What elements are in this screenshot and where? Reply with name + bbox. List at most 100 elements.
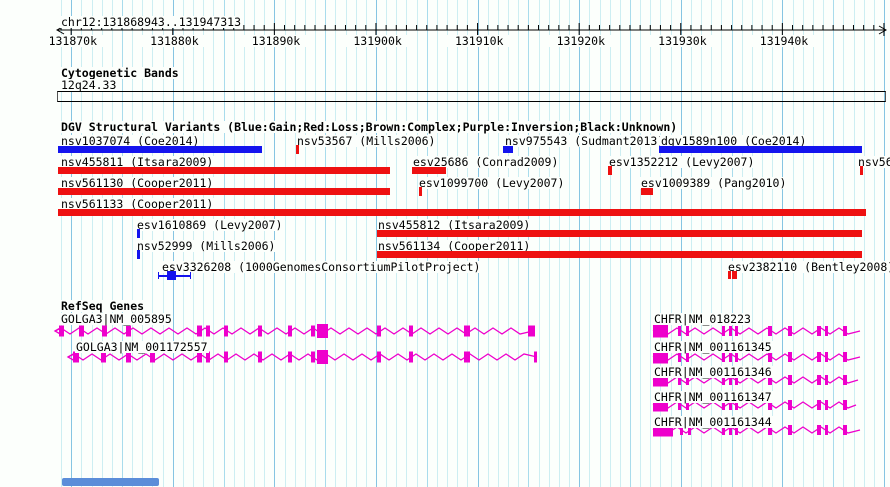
exon-box: [224, 325, 228, 337]
grid-line: [741, 0, 743, 487]
exon-box: [528, 325, 535, 337]
grid-line: [558, 0, 560, 487]
variant-feature[interactable]: [412, 167, 446, 174]
exon-box: [768, 326, 772, 336]
grid-line: [365, 0, 367, 487]
variant-label: nsv455811 (Itsara2009): [60, 155, 215, 169]
exon-box: [224, 351, 228, 363]
variant-feature[interactable]: [641, 188, 653, 195]
grid-line: [640, 0, 642, 487]
exon-box: [686, 326, 689, 336]
ruler-tick-label: 131880k: [138, 35, 211, 47]
exon-box: [464, 325, 470, 337]
grid-line: [884, 0, 885, 487]
variant-feature[interactable]: [58, 188, 390, 195]
grid-line: [863, 0, 865, 487]
exon-box: [817, 425, 821, 435]
variant-label: nsv975543 (Sudmant2013): [504, 134, 666, 148]
variant-feature[interactable]: [608, 166, 612, 175]
exon-box: [768, 400, 772, 410]
variant-feature[interactable]: [137, 229, 140, 238]
exon-box: [788, 425, 792, 435]
gene-structure[interactable]: [652, 373, 859, 387]
gene-structure[interactable]: [652, 350, 861, 364]
grid-line: [61, 0, 62, 487]
exon-box: [288, 351, 292, 363]
grid-line: [355, 0, 357, 487]
exon-box: [825, 326, 828, 336]
gene-structure[interactable]: [66, 350, 538, 364]
variant-feature[interactable]: [377, 230, 862, 237]
grid-line: [284, 0, 286, 487]
grid-line: [711, 0, 713, 487]
exon-box: [409, 351, 413, 363]
grid-line: [721, 0, 723, 487]
exon-box: [788, 326, 792, 336]
exon-box: [678, 352, 681, 362]
grid-line: [589, 0, 591, 487]
variant-label: esv3326208 (1000GenomesConsortiumPilotPr…: [161, 260, 482, 274]
exon-box: [843, 352, 847, 362]
exon-box: [729, 375, 732, 385]
grid-line: [569, 0, 570, 487]
exon-box: [317, 324, 328, 338]
grid-line: [802, 0, 804, 487]
grid-line: [315, 0, 316, 487]
grid-line: [132, 0, 134, 487]
grid-line: [823, 0, 824, 487]
variant-feature[interactable]: [728, 271, 731, 279]
exon-box: [126, 351, 131, 363]
exon-box: [150, 351, 155, 363]
variant-feature[interactable]: [58, 209, 866, 216]
exon-box: [768, 375, 772, 385]
grid-line: [630, 0, 631, 487]
variant-feature[interactable]: [732, 271, 737, 279]
grid-line: [304, 0, 306, 487]
variant-feature[interactable]: [167, 271, 176, 280]
exon-box: [722, 375, 725, 385]
variant-feature[interactable]: [377, 251, 862, 258]
exon-box: [678, 326, 681, 336]
exon-box: [680, 425, 683, 435]
horizontal-scrollbar-thumb[interactable]: [62, 478, 159, 486]
grid-line: [660, 0, 662, 487]
grid-line: [548, 0, 550, 487]
gene-structure[interactable]: [53, 324, 535, 338]
grid-line: [345, 0, 347, 487]
grid-line: [579, 0, 581, 487]
variant-feature[interactable]: [860, 166, 863, 175]
variant-feature[interactable]: [58, 167, 390, 174]
variant-label: nsv52999 (Mills2006): [136, 239, 277, 253]
cytoband-bar[interactable]: [57, 91, 886, 102]
exon-box: [817, 375, 821, 385]
ruler-tick-label: 131940k: [748, 35, 820, 47]
variant-label: esv1099700 (Levy2007): [418, 176, 566, 190]
grid-line: [843, 0, 845, 487]
variant-feature[interactable]: [659, 146, 862, 153]
variant-feature[interactable]: [419, 187, 422, 196]
variant-feature[interactable]: [296, 145, 299, 154]
grid-line: [609, 0, 611, 487]
exon-box: [843, 425, 847, 435]
exon-box: [686, 352, 689, 362]
variant-feature[interactable]: [137, 250, 140, 259]
ruler-tick-label: 131900k: [341, 35, 414, 47]
exon-box: [825, 352, 828, 362]
exon-box: [735, 425, 738, 435]
gene-label: GOLGA3|NM_001172557: [75, 340, 209, 354]
exon-box: [102, 325, 107, 337]
gene-direction-arrow-icon: [66, 352, 76, 362]
variant-feature[interactable]: [503, 146, 513, 153]
exon-box: [311, 351, 315, 363]
variant-feature[interactable]: [58, 146, 262, 153]
grid-line: [81, 0, 83, 487]
exon-box: [126, 325, 131, 337]
variant-label: nsv455812 (Itsara2009): [377, 218, 532, 232]
exon-box: [722, 425, 725, 435]
gene-label: CHFR|NM_018223: [653, 312, 752, 326]
gene-structure[interactable]: [652, 324, 861, 338]
ruler-tick-label: 131890k: [240, 35, 312, 47]
variant-label: esv25686 (Conrad2009): [412, 155, 560, 169]
gene-label: GOLGA3|NM_005895: [60, 312, 173, 326]
